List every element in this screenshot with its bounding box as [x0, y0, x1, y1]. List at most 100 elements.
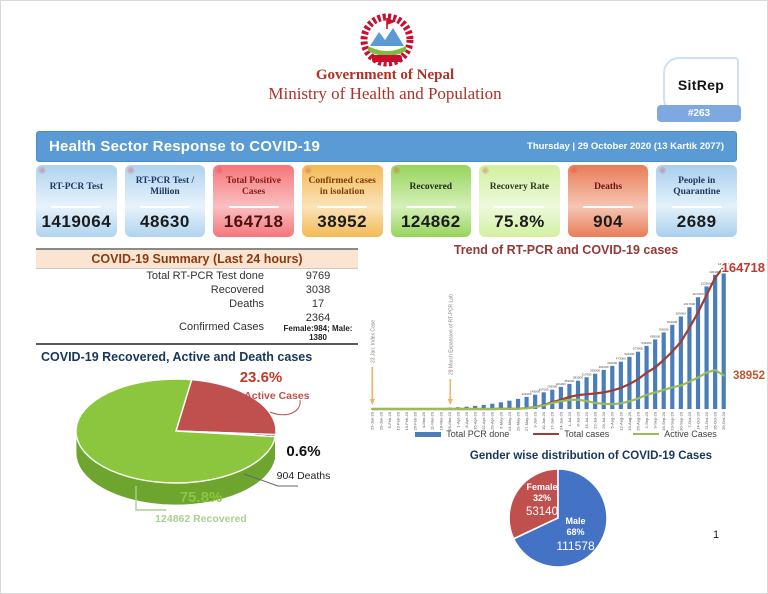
stat-card-value: 75.8%: [494, 212, 545, 231]
svg-text:17-Jun-20: 17-Jun-20: [550, 411, 555, 430]
stat-card-value: 904: [593, 212, 623, 231]
svg-text:15-Jul-20: 15-Jul-20: [584, 411, 589, 428]
virus-decoration-icon: ✺: [481, 166, 490, 177]
svg-text:18-Mar-20: 18-Mar-20: [438, 411, 443, 430]
svg-text:16-Sep-20: 16-Sep-20: [661, 411, 666, 430]
stat-card-label: RT-PCR Test / Million: [135, 176, 195, 197]
svg-text:121000: 121000: [521, 392, 531, 396]
svg-text:27-May-20: 27-May-20: [524, 411, 529, 431]
svg-text:1-Apr-20: 1-Apr-20: [455, 411, 460, 427]
svg-text:29 March Expansion of RT-PCR L: 29 March Expansion of RT-PCR Lab: [448, 294, 454, 375]
legend-line-swatch: [533, 432, 560, 436]
svg-text:26-Aug-20: 26-Aug-20: [635, 411, 640, 430]
stat-card-label: Confirmed cases in isolation: [308, 176, 376, 197]
sitrep-number: #263: [657, 105, 741, 122]
summary-title: COVID-19 Summary (Last 24 hours): [36, 248, 358, 269]
card-divider: [671, 205, 722, 208]
stat-card-5: ✺ Recovery Rate 75.8%: [479, 165, 560, 237]
virus-decoration-icon: ✺: [658, 166, 667, 177]
svg-text:12-Feb-20: 12-Feb-20: [395, 411, 400, 430]
svg-text:4-Mar-20: 4-Mar-20: [421, 411, 426, 428]
svg-text:19-Feb-20: 19-Feb-20: [404, 411, 409, 430]
svg-text:13-May-20: 13-May-20: [507, 411, 512, 431]
svg-text:164718: 164718: [722, 260, 765, 275]
summary-row-value: 9769: [305, 270, 331, 282]
svg-text:38952: 38952: [733, 370, 765, 382]
virus-decoration-icon: ✺: [215, 166, 224, 177]
svg-text:431000: 431000: [607, 361, 617, 365]
nepal-emblem-logo: [360, 13, 414, 67]
svg-text:23-Sep-20: 23-Sep-20: [670, 411, 675, 430]
stat-card-0: ✺ RT-PCR Test 1419064: [36, 165, 117, 237]
svg-text:573000: 573000: [633, 347, 643, 351]
recovery-pie-chart: [75, 378, 301, 511]
ministry-line: Ministry of Health and Population: [268, 84, 502, 103]
legend-bar-swatch: [415, 431, 442, 437]
banner-date: Thursday | 29 October 2020 (13 Kartik 20…: [527, 141, 724, 152]
svg-text:283000: 283000: [573, 376, 583, 380]
stat-card-6: ✺ Deaths 904: [567, 165, 649, 237]
summary-row: Deaths 17: [36, 297, 358, 311]
stat-card-label: Recovered: [409, 181, 453, 192]
svg-text:26-Oct-20: 26-Oct-20: [713, 411, 718, 430]
stat-card-value: 2689: [676, 212, 717, 231]
legend-label: Total PCR done: [446, 429, 510, 439]
male-label: Male 68% 111578: [556, 516, 595, 553]
summary-row-label: Confirmed Cases: [179, 321, 264, 333]
svg-text:8-Apr-20: 8-Apr-20: [464, 411, 469, 427]
sitrep-label: SitRep: [677, 77, 725, 93]
svg-text:14-Oct-20: 14-Oct-20: [695, 411, 700, 430]
recovery-pie-section: COVID-19 Recovered, Active and Death cas…: [36, 350, 368, 550]
stat-card-2: ✺ Total Positive Cases 164718: [213, 165, 294, 237]
stat-cards-row: ✺ RT-PCR Test 1419064 ✺ RT-PCR Test / Millio…: [36, 165, 737, 237]
legend-item: Total cases: [533, 429, 609, 439]
svg-text:22-Apr-20: 22-Apr-20: [481, 411, 486, 430]
svg-text:1341000: 1341000: [709, 270, 721, 274]
stat-card-value: 48630: [140, 212, 190, 231]
card-divider: [405, 205, 456, 208]
summary-table: Total RT-PCR Test done 9769 Recovered 3038 D…: [36, 269, 358, 345]
card-divider: [583, 205, 634, 208]
recovered-sublabel: 124862 Recovered: [155, 513, 247, 525]
page-number: 1: [712, 529, 720, 541]
svg-text:1017000: 1017000: [683, 302, 695, 306]
svg-text:29-Jan-20: 29-Jan-20: [378, 411, 383, 430]
deaths-label: 0.6%: [286, 443, 321, 460]
stat-card-7: ✺ People in Quarantine 2689: [656, 165, 737, 237]
svg-text:391000: 391000: [599, 365, 609, 369]
virus-decoration-icon: ✺: [38, 166, 47, 177]
summary-row-subvalue: Female:984; Male: 1380: [283, 324, 353, 342]
summary-row: Confirmed Cases 2364 Female:984; Male: 138…: [36, 311, 358, 344]
trend-chart: 23-Jan-20 29-Jan-20 5-Feb-20 12-Feb-20 19-Fe…: [369, 259, 766, 431]
svg-text:12-Aug-20: 12-Aug-20: [618, 411, 623, 430]
svg-text:26-Feb-20: 26-Feb-20: [413, 411, 418, 430]
svg-text:1419064: 1419064: [718, 262, 730, 266]
stat-card-value: 124862: [400, 212, 461, 231]
svg-text:20-May-20: 20-May-20: [515, 411, 520, 431]
summary-row-value: 3038: [305, 284, 331, 296]
summary-row: Total RT-PCR Test done 9769: [36, 269, 358, 283]
female-label: Female 32% 53140: [526, 482, 558, 518]
svg-text:9-Sep-20: 9-Sep-20: [653, 411, 658, 428]
active-cases-label: 23.6% 38952 Active Cases: [212, 369, 310, 402]
stat-card-value: 38952: [317, 212, 368, 231]
svg-text:5-Aug-20: 5-Aug-20: [610, 411, 615, 428]
svg-text:3-Jun-20: 3-Jun-20: [533, 411, 538, 428]
stat-card-label: Total Positive Cases: [226, 176, 281, 197]
stat-card-label: RT-PCR Test: [49, 181, 104, 192]
virus-decoration-icon: ✺: [303, 166, 313, 177]
card-divider: [51, 205, 102, 208]
svg-text:353000: 353000: [590, 369, 600, 373]
svg-text:29-Oct-20: 29-Oct-20: [721, 411, 726, 430]
virus-decoration-icon: ✺: [569, 166, 579, 177]
recovered-label: 75.8%: [179, 489, 223, 506]
summary-row-value: 2364 Female:984; Male: 1380: [278, 311, 358, 344]
svg-text:1-Jul-20: 1-Jul-20: [567, 411, 572, 426]
card-divider: [494, 205, 545, 208]
virus-decoration-icon: ✺: [392, 166, 401, 177]
svg-text:19-Aug-20: 19-Aug-20: [627, 411, 632, 430]
svg-text:1117000: 1117000: [692, 292, 704, 296]
gender-pie-section: Gender wise distribution of COVID-19 Cas…: [431, 448, 751, 593]
svg-text:25-Mar-20: 25-Mar-20: [447, 411, 452, 430]
